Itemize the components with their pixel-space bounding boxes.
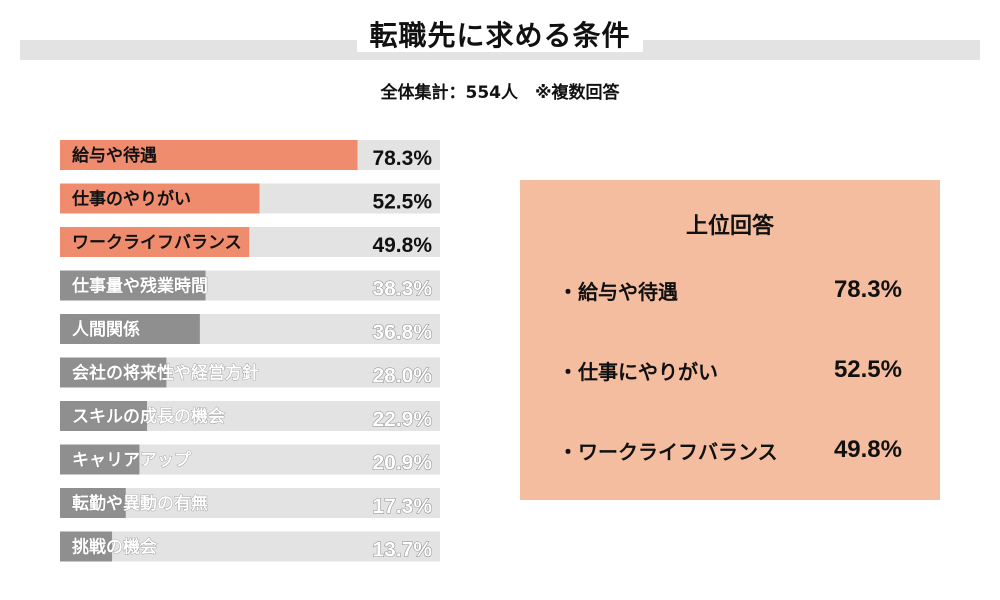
data-label: 22.9% (372, 408, 432, 431)
bar (60, 531, 113, 562)
bar (60, 357, 167, 388)
category-label: キャリアアップ (72, 450, 192, 471)
top-answer-item: ・ワークライフバランス 49.8% (558, 436, 902, 466)
data-label: 20.9% (372, 452, 432, 475)
chart-title: 転職先に求める条件 (0, 14, 1000, 54)
bar (60, 270, 206, 301)
bar (60, 401, 148, 431)
category-label: 人間関係 (72, 319, 140, 340)
chart-subtitle: 全体集計：554人 ※複数回答 (380, 83, 620, 103)
top-answer-value: 78.3% (833, 276, 902, 303)
data-label: 17.3% (372, 495, 432, 518)
top-answers-box: 上位回答 ・給与や待遇 78.3% ・仕事にやりがい 52.5% ・ワークライフ… (520, 180, 940, 500)
top-answer-value: 52.5% (833, 356, 902, 383)
top-answer-label: ・給与や待遇 (558, 280, 678, 304)
category-label: スキルの成長の機会 (72, 406, 225, 427)
bar (60, 314, 200, 344)
category-label: 転勤や異動の有無 (72, 493, 208, 514)
category-label: ワークライフバランス (72, 233, 242, 253)
data-label: 38.3% (372, 278, 432, 301)
category-label: 会社の将来性や経営方針 (72, 363, 259, 384)
bar (60, 227, 250, 257)
data-label: 52.5% (372, 191, 432, 214)
data-label: 49.8% (372, 234, 432, 257)
chart-title-text: 転職先に求める条件 (357, 19, 643, 52)
data-label: 36.8% (372, 321, 432, 344)
bar-track (60, 531, 440, 562)
category-label: 仕事量や残業時間 (71, 276, 208, 297)
top-answer-value: 49.8% (833, 436, 902, 463)
category-label: 給与や待遇 (72, 145, 157, 166)
top-answer-label: ・仕事にやりがい (558, 360, 718, 384)
category-label: 挑戦の機会 (72, 537, 157, 558)
top-answer-item: ・仕事にやりがい 52.5% (558, 356, 902, 386)
bar-chart: 給与や待遇 78.3% 仕事のやりがい 52.5% ワークライフバランス 49.8% 仕事量… (60, 140, 440, 562)
bar (60, 183, 260, 214)
data-label: 13.7% (372, 539, 432, 562)
bar (60, 140, 358, 170)
top-answer-label: ・ワークライフバランス (558, 440, 778, 464)
bar (60, 444, 140, 475)
category-label: 仕事のやりがい (71, 189, 191, 210)
data-label: 28.0% (372, 365, 432, 388)
bar (60, 488, 126, 518)
data-label: 78.3% (372, 147, 432, 170)
top-answer-item: ・給与や待遇 78.3% (558, 276, 902, 306)
top-answers-title: 上位回答 (685, 214, 774, 239)
